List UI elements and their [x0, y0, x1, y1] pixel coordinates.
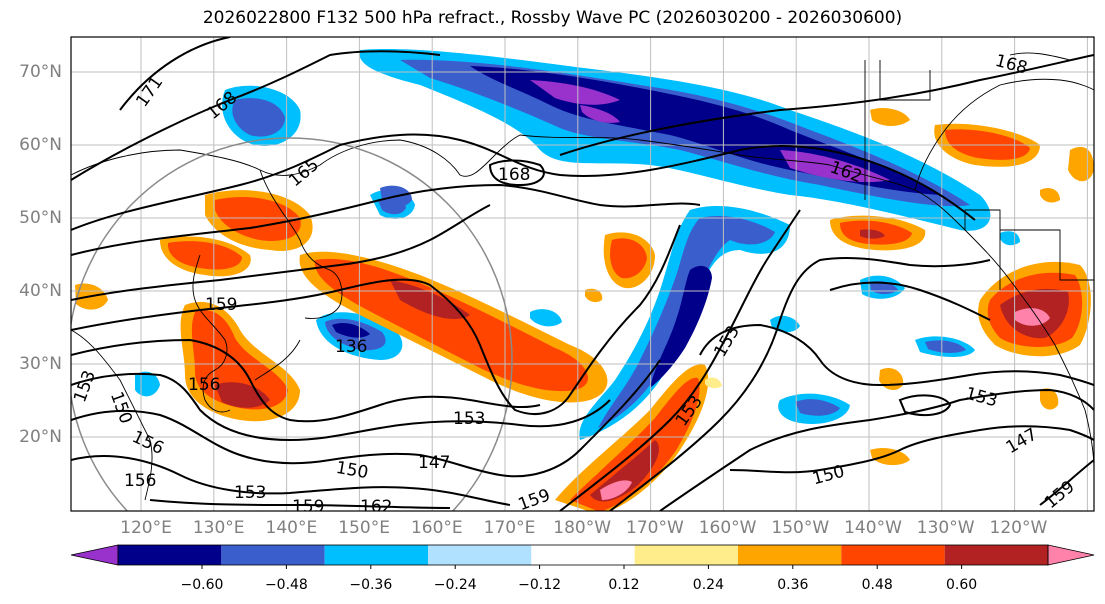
lon-label: 170°E [483, 518, 536, 538]
colorbar-tick-label: −0.60 [180, 577, 224, 593]
colorbar-tick-label: −0.36 [349, 577, 393, 593]
colorbar-frame [117, 544, 1049, 566]
colorbar-segment [634, 545, 738, 565]
contour-label: 159 [205, 295, 237, 315]
contour-label: 136 [335, 337, 367, 357]
map-title: 2026022800 F132 500 hPa refract., Rossby… [202, 8, 903, 28]
colorbar-tick-label: −0.48 [264, 577, 308, 593]
contour-label: 156 [188, 375, 220, 395]
plot-frame [70, 36, 1095, 512]
contour-label: 159 [292, 497, 324, 517]
colorbar-segment [531, 545, 635, 565]
lon-label: 150°W [771, 518, 830, 538]
colorbar-tick-label: 0.36 [777, 577, 809, 593]
lon-label: 160°W [698, 518, 757, 538]
contour-label: 147 [418, 453, 450, 473]
contour-label: 162 [360, 497, 392, 517]
colorbar-tick-label: 0.60 [946, 577, 978, 593]
coastlines [71, 52, 1094, 501]
lon-label: 130°E [192, 518, 245, 538]
lat-label: 60°N [19, 135, 62, 155]
colorbar-tick-label: 0.48 [861, 577, 893, 593]
lat-label: 20°N [19, 427, 62, 447]
contour-label: 168 [498, 165, 530, 185]
colorbar-tick-label: −0.24 [433, 577, 477, 593]
colorbar-segment [738, 545, 842, 565]
lat-label: 30°N [19, 354, 62, 374]
lat-label: 50°N [19, 208, 62, 228]
lon-label: 180°W [553, 518, 612, 538]
lon-label: 120°E [120, 518, 172, 538]
colorbar-segment [944, 545, 1048, 565]
lon-label: 130°W [916, 518, 975, 538]
colorbar-segment [841, 545, 945, 565]
contour-label: 156 [124, 471, 156, 491]
height-contours [71, 37, 1094, 511]
lon-label: 140°E [265, 518, 318, 538]
contour-label: 153 [234, 483, 266, 503]
negative-anomaly-shading [135, 49, 1020, 440]
lat-label: 70°N [19, 62, 62, 82]
lon-label: 150°E [338, 518, 390, 538]
lat-label: 40°N [19, 281, 62, 301]
contour-label: 153 [453, 409, 485, 429]
range-ring [71, 137, 513, 511]
colorbar-tick-label: 0.24 [692, 577, 724, 593]
colorbar-segment [221, 545, 325, 565]
colorbar-extend-max [1047, 544, 1095, 566]
lon-label: 140°W [844, 518, 902, 538]
colorbar-segment [118, 545, 222, 565]
colorbar-tick-label: −0.12 [518, 577, 562, 593]
lon-label: 170°W [626, 518, 684, 538]
colorbar-extend-min [70, 544, 119, 566]
colorbar-tick-label: 0.12 [608, 577, 640, 593]
colorbar-segment [428, 545, 532, 565]
colorbar-segment [324, 545, 428, 565]
lon-label: 120°W [989, 518, 1048, 538]
lon-label: 160°E [410, 518, 463, 538]
